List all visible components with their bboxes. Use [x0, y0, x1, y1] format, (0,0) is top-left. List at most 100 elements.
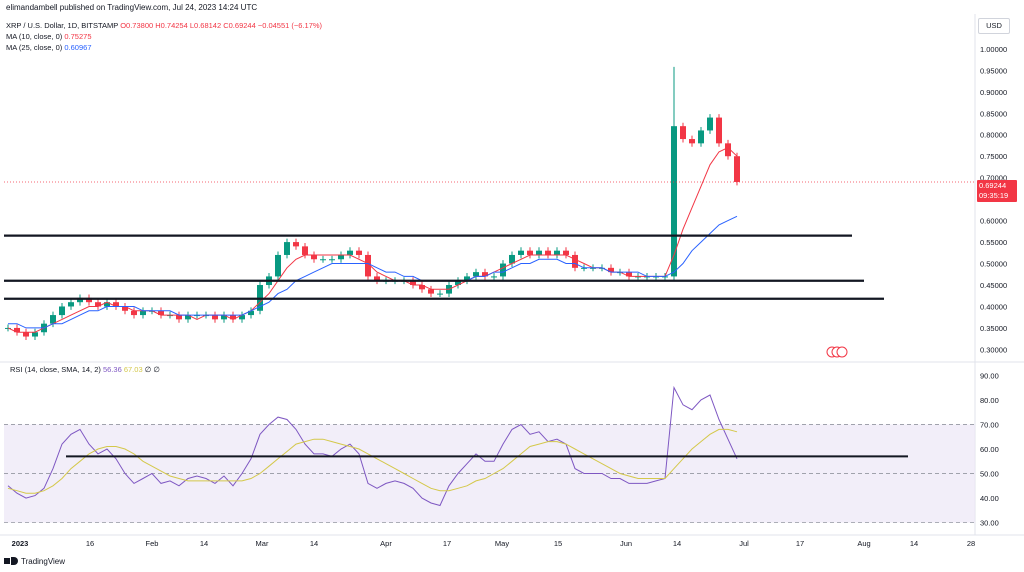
candle-body — [428, 289, 434, 294]
candle-body — [293, 242, 299, 247]
candle-body — [482, 272, 488, 277]
candle-body — [608, 267, 614, 273]
candle-body — [23, 332, 29, 337]
candle-body — [563, 250, 569, 255]
candle-body — [302, 246, 308, 255]
candle-body — [725, 143, 731, 157]
candle-body — [347, 250, 353, 255]
candle-body — [410, 280, 416, 286]
rsi-extra: ∅ ∅ — [144, 365, 160, 374]
ma25-value: 0.60967 — [64, 43, 92, 52]
rsi-tick-label: 90.00 — [980, 371, 999, 380]
candle-body — [374, 276, 380, 281]
time-tick-label: 28 — [967, 539, 975, 548]
candle-body — [680, 126, 686, 140]
brand-text: TradingView — [21, 556, 66, 566]
last-price-value: 0.69244 — [979, 181, 1007, 190]
rsi-line — [7, 385, 738, 507]
candle-body — [626, 272, 632, 277]
candle-body — [698, 130, 704, 144]
publish-info: elimandambell published on TradingView.c… — [6, 3, 258, 12]
candle-body — [734, 156, 740, 182]
rsi-label[interactable]: RSI (14, close, SMA, 14, 2) — [10, 365, 101, 374]
time-tick-label: Mar — [256, 539, 269, 548]
candle-body — [644, 276, 650, 278]
time-tick-label: 14 — [200, 539, 208, 548]
candle-body — [671, 126, 677, 277]
price-tick-label: 0.90000 — [980, 88, 1007, 97]
candle-body — [545, 250, 551, 255]
candle-body — [104, 302, 110, 307]
candle-body — [248, 310, 254, 316]
ma25-line — [8, 215, 738, 329]
price-tick-label: 0.95000 — [980, 66, 1007, 75]
candle-body — [14, 327, 20, 333]
candle-body — [86, 297, 92, 303]
candle-body — [491, 276, 497, 278]
candle-body — [455, 280, 461, 286]
candle-body — [140, 310, 146, 316]
ma10-label[interactable]: MA (10, close, 0) — [6, 32, 63, 41]
footer-brand[interactable]: TradingView — [4, 556, 65, 566]
header-bar: elimandambell published on TradingView.c… — [0, 0, 1024, 14]
price-tick-label: 0.75000 — [980, 152, 1007, 161]
rsi-tick-label: 40.00 — [980, 494, 999, 503]
candle-body — [581, 267, 587, 269]
candle-body — [338, 254, 344, 260]
last-price-label: 0.69244 09:35:19 — [977, 180, 1017, 202]
rsi-value: 56.36 — [102, 365, 122, 374]
ma10-value: 0.75275 — [64, 32, 92, 41]
candle-body — [95, 302, 101, 307]
time-tick-label: 15 — [554, 539, 562, 548]
candle-body — [239, 315, 245, 320]
candle-body — [518, 250, 524, 255]
candle-body — [158, 310, 164, 316]
time-tick-label: 17 — [443, 539, 451, 548]
candle-body — [365, 254, 371, 277]
candle-body — [77, 297, 83, 303]
price-tick-label: 0.35000 — [980, 324, 1007, 333]
candle-body — [437, 293, 443, 295]
ma25-label[interactable]: MA (25, close, 0) — [6, 43, 63, 52]
main-legend: XRP / U.S. Dollar, 1D, BITSTAMP O0.73800… — [6, 20, 322, 53]
candle-body — [716, 117, 722, 144]
candle-body — [59, 306, 65, 316]
price-tick-label: 0.80000 — [980, 131, 1007, 140]
currency-button[interactable]: USD — [978, 18, 1010, 34]
time-tick-label: 16 — [86, 539, 94, 548]
ohlc-values: O0.73800 H0.74254 L0.68142 C0.69244 −0.0… — [120, 21, 323, 30]
time-tick-label: May — [495, 539, 509, 548]
candle-body — [635, 276, 641, 278]
price-tick-label: 0.45000 — [980, 281, 1007, 290]
time-tick-label: 14 — [310, 539, 318, 548]
candle-body — [662, 276, 668, 278]
candle-body — [311, 254, 317, 260]
candle-body — [554, 250, 560, 255]
candle-body — [32, 332, 38, 337]
candle-body — [527, 250, 533, 255]
candle-body — [185, 315, 191, 320]
price-tick-label: 0.70000 — [980, 174, 1007, 183]
candle-body — [275, 254, 281, 277]
rsi-legend: RSI (14, close, SMA, 14, 2) 56.36 67.03 … — [10, 365, 160, 374]
price-tick-label: 0.55000 — [980, 238, 1007, 247]
candle-body — [653, 276, 659, 278]
candle-body — [464, 276, 470, 281]
time-tick-label: Aug — [857, 539, 870, 548]
price-tick-label: 0.60000 — [980, 217, 1007, 226]
price-tick-label: 0.50000 — [980, 260, 1007, 269]
rsi-tick-label: 50.00 — [980, 470, 999, 479]
rsi-tick-label: 70.00 — [980, 420, 999, 429]
candle-body — [131, 310, 137, 316]
time-tick-label: 14 — [673, 539, 681, 548]
candle-body — [68, 302, 74, 307]
price-tick-label: 0.30000 — [980, 345, 1007, 354]
rsi-tick-label: 30.00 — [980, 519, 999, 528]
candle-body — [284, 242, 290, 255]
candle-body — [509, 254, 515, 264]
symbol-label[interactable]: XRP / U.S. Dollar, 1D, BITSTAMP — [6, 21, 119, 30]
candle-body — [212, 315, 218, 320]
candle-body — [176, 315, 182, 320]
event-icon — [836, 346, 848, 358]
